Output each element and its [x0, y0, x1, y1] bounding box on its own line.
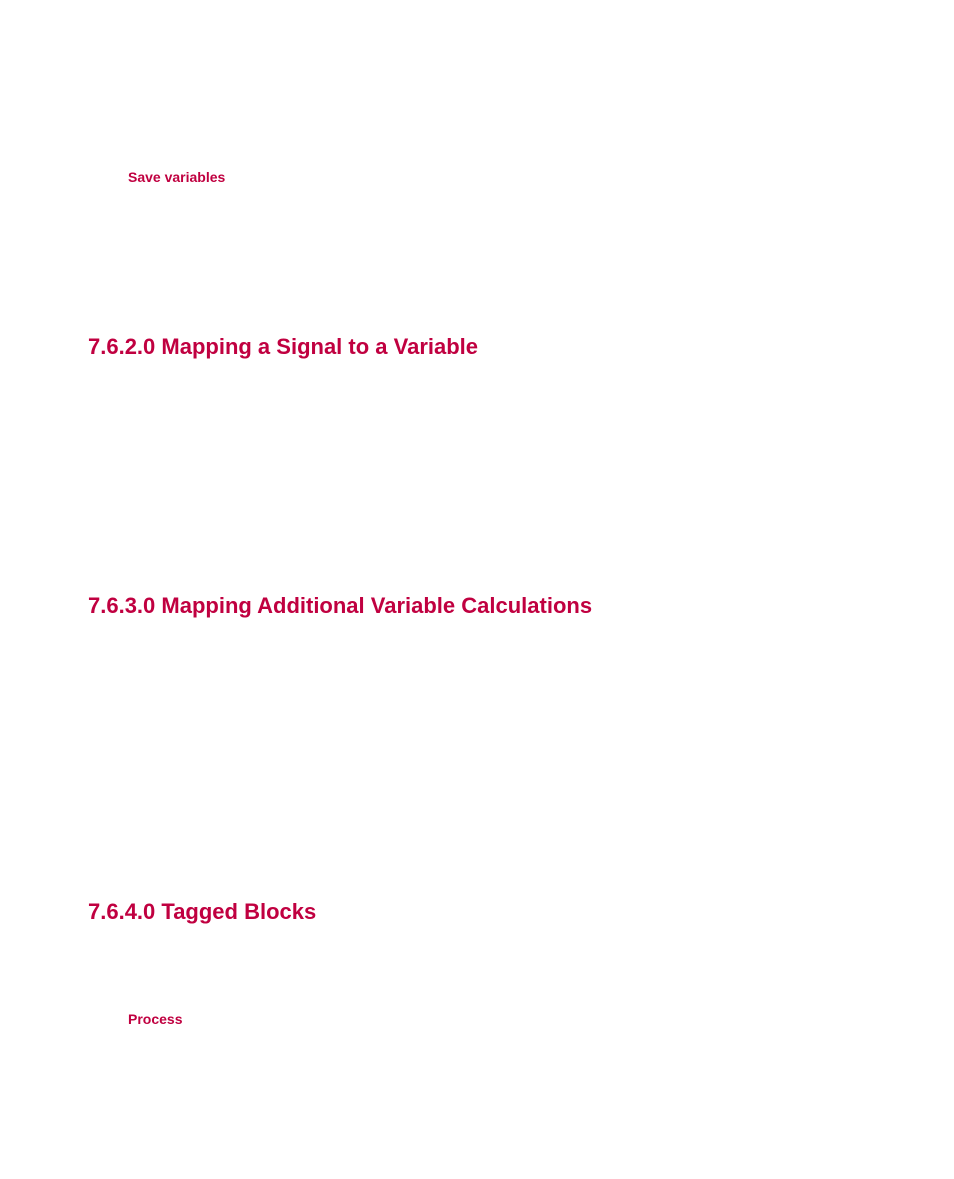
- subheading-process: Process: [128, 1011, 866, 1027]
- section-heading-7-6-4-0: 7.6.4.0 Tagged Blocks: [88, 898, 866, 927]
- section-heading-7-6-2-0: 7.6.2.0 Mapping a Signal to a Variable: [88, 333, 866, 362]
- subheading-save-variables: Save variables: [128, 169, 866, 185]
- section-heading-7-6-3-0: 7.6.3.0 Mapping Additional Variable Calc…: [88, 592, 866, 621]
- document-page: Save variables 7.6.2.0 Mapping a Signal …: [0, 0, 954, 1027]
